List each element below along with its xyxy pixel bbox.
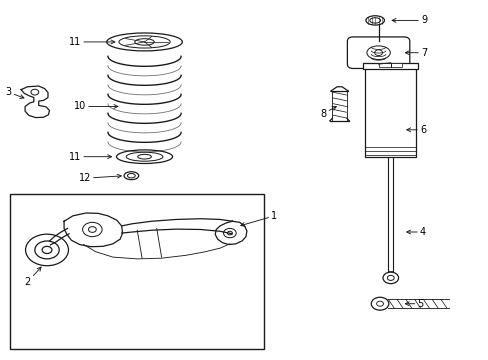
Text: 10: 10	[74, 102, 118, 112]
Text: 12: 12	[79, 173, 121, 183]
Bar	[365, 67, 415, 157]
Text: 7: 7	[405, 48, 427, 58]
Bar	[363, 63, 417, 69]
Text: 5: 5	[405, 299, 423, 309]
Text: 3: 3	[5, 87, 24, 98]
Text: 8: 8	[320, 107, 336, 119]
Text: 6: 6	[406, 125, 426, 135]
Text: 1: 1	[240, 211, 277, 226]
Text: 2: 2	[24, 267, 41, 287]
Text: 9: 9	[391, 15, 426, 26]
Bar	[10, 194, 264, 348]
Bar	[379, 63, 401, 67]
FancyBboxPatch shape	[346, 37, 409, 68]
Text: 4: 4	[406, 227, 426, 237]
Text: 11: 11	[69, 37, 115, 47]
Text: 11: 11	[69, 152, 111, 162]
